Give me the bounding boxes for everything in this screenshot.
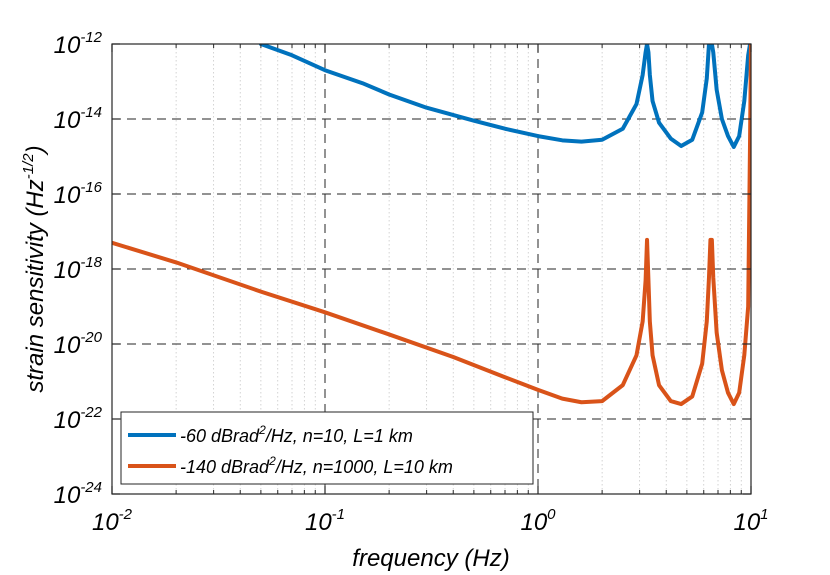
- legend-label-series-1-pre: -60 dBrad: [180, 426, 260, 446]
- y-axis-title: strain sensitivity (Hz-1/2): [20, 145, 49, 392]
- y-tick-label-base: 10: [54, 257, 81, 284]
- series-line-1: [258, 44, 751, 149]
- series-line-2: [112, 44, 751, 407]
- y-tick-label-base: 10: [54, 407, 81, 434]
- x-tick-label-exponent: 0: [547, 506, 556, 523]
- legend-item-series-1: -60 dBrad2/Hz, n=10, L=1 km: [128, 423, 413, 446]
- y-axis-title-exponent: -1/2: [20, 153, 37, 180]
- x-tick-label: 101: [733, 506, 768, 536]
- axis-ticks: [111, 43, 752, 495]
- y-tick-label-exponent: -20: [80, 329, 102, 346]
- legend-label-series-1-post: /Hz, n=10, L=1 km: [264, 426, 413, 446]
- x-tick-label-base: 10: [305, 509, 332, 536]
- legend-box: [120, 411, 534, 485]
- y-tick-label: 10-12: [54, 29, 103, 59]
- y-tick-label-base: 10: [54, 32, 81, 59]
- x-tick-label: 100: [520, 506, 556, 536]
- x-tick-label-base: 10: [733, 509, 760, 536]
- x-tick-label-exponent: -1: [332, 506, 345, 523]
- y-tick-label-base: 10: [54, 107, 81, 134]
- y-tick-label-exponent: -24: [80, 479, 102, 496]
- y-tick-label-exponent: -14: [80, 104, 102, 121]
- y-tick-label: 10-24: [54, 479, 102, 509]
- series-layer: [112, 44, 751, 407]
- x-tick-label-exponent: 1: [760, 506, 768, 523]
- y-tick-label-base: 10: [54, 482, 81, 509]
- y-axis-title-base: strain sensitivity (Hz: [22, 179, 49, 392]
- x-tick-label: 10-2: [92, 506, 133, 536]
- y-tick-label-exponent: -22: [80, 404, 102, 421]
- legend-label-series-2-post: /Hz, n=1000, L=10 km: [274, 457, 453, 477]
- x-tick-label-exponent: -2: [119, 506, 133, 523]
- y-tick-label: 10-22: [54, 404, 103, 434]
- y-tick-label-exponent: -12: [80, 29, 102, 46]
- x-tick-labels: 10-2 10-1 100 101: [92, 506, 769, 536]
- y-tick-label: 10-20: [54, 329, 103, 359]
- legend-label-series-1-exp: 2: [258, 423, 266, 437]
- legend-item-series-2: -140 dBrad2/Hz, n=1000, L=10 km: [128, 454, 453, 477]
- x-tick-label-base: 10: [92, 509, 119, 536]
- svg-text:strain sensitivity (Hz-1/2): strain sensitivity (Hz-1/2): [20, 145, 49, 392]
- x-tick-label: 10-1: [305, 506, 345, 536]
- x-axis-title: frequency (Hz): [352, 545, 509, 572]
- y-tick-label-base: 10: [54, 182, 81, 209]
- legend-label-series-2-pre: -140 dBrad: [180, 457, 270, 477]
- y-tick-label: 10-18: [54, 254, 103, 284]
- y-tick-label: 10-16: [54, 179, 103, 209]
- legend-label-series-1: -60 dBrad2/Hz, n=10, L=1 km: [180, 423, 413, 446]
- legend: -60 dBrad2/Hz, n=10, L=1 km -140 dBrad2/…: [120, 411, 534, 485]
- y-tick-label-exponent: -16: [80, 179, 102, 196]
- y-tick-label-base: 10: [54, 332, 81, 359]
- y-tick-label: 10-14: [54, 104, 102, 134]
- x-tick-label-base: 10: [520, 509, 547, 536]
- legend-label-series-2: -140 dBrad2/Hz, n=1000, L=10 km: [180, 454, 453, 477]
- y-axis-title-close: ): [22, 145, 49, 156]
- y-tick-label-exponent: -18: [80, 254, 102, 271]
- legend-label-series-2-exp: 2: [268, 454, 276, 468]
